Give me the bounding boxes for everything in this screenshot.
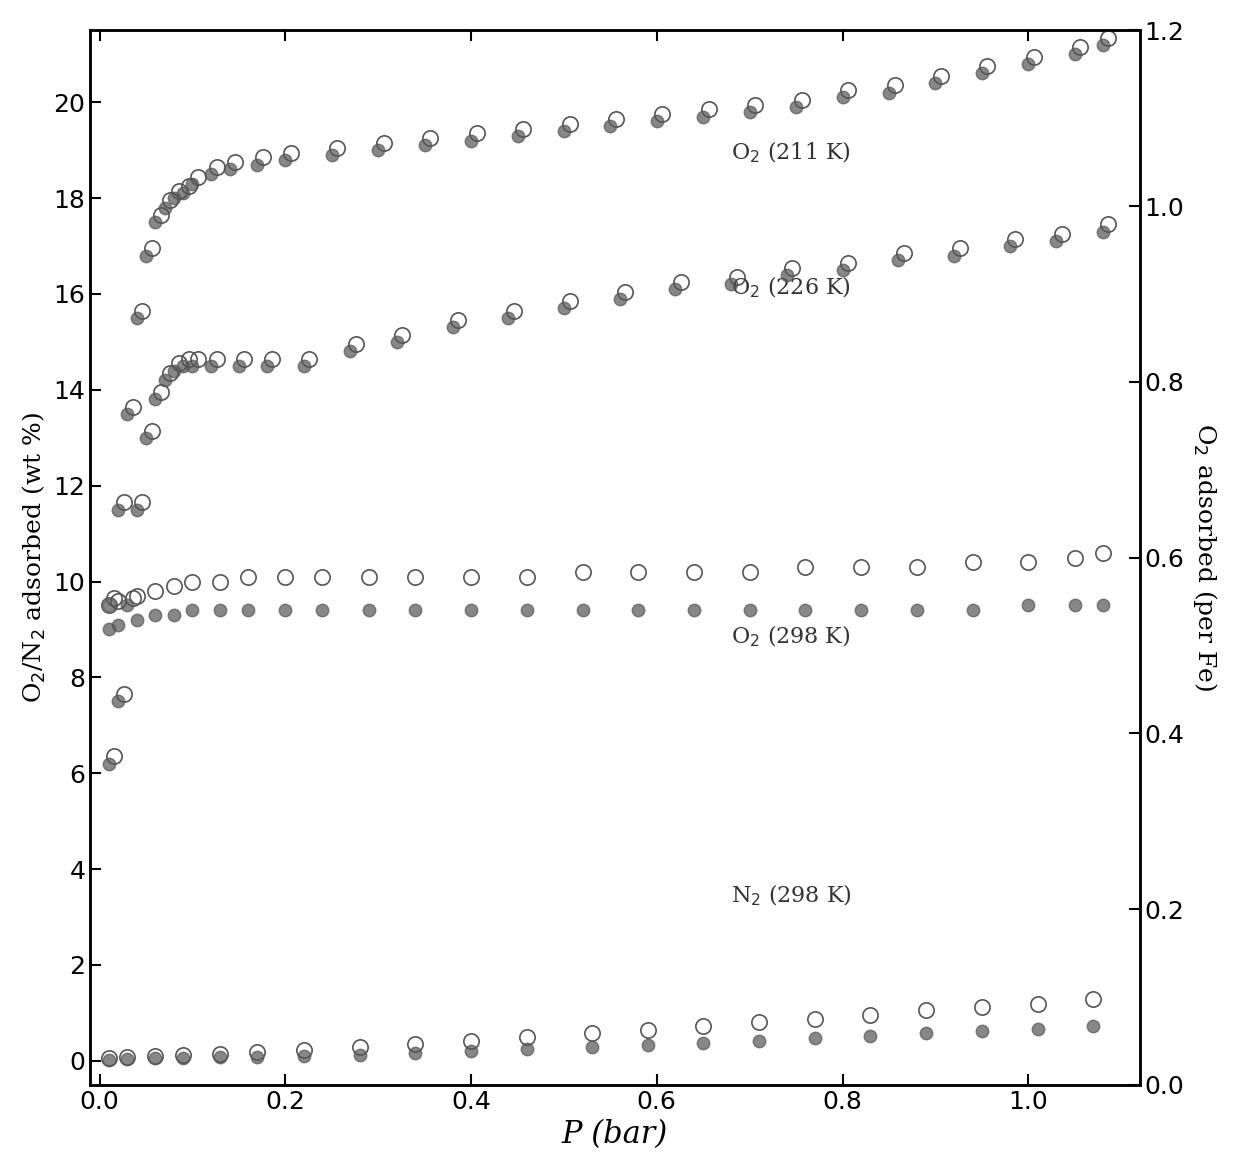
X-axis label: P (bar): P (bar) xyxy=(562,1119,668,1150)
Y-axis label: O$_2$/N$_2$ adsorbed (wt %): O$_2$/N$_2$ adsorbed (wt %) xyxy=(21,412,48,703)
Text: O$_2$ (298 K): O$_2$ (298 K) xyxy=(732,624,851,650)
Text: O$_2$ (226 K): O$_2$ (226 K) xyxy=(732,274,851,300)
Text: O$_2$ (211 K): O$_2$ (211 K) xyxy=(732,141,851,165)
Text: N$_2$ (298 K): N$_2$ (298 K) xyxy=(732,883,852,909)
Y-axis label: O$_2$ adsorbed (per Fe): O$_2$ adsorbed (per Fe) xyxy=(1192,424,1219,692)
